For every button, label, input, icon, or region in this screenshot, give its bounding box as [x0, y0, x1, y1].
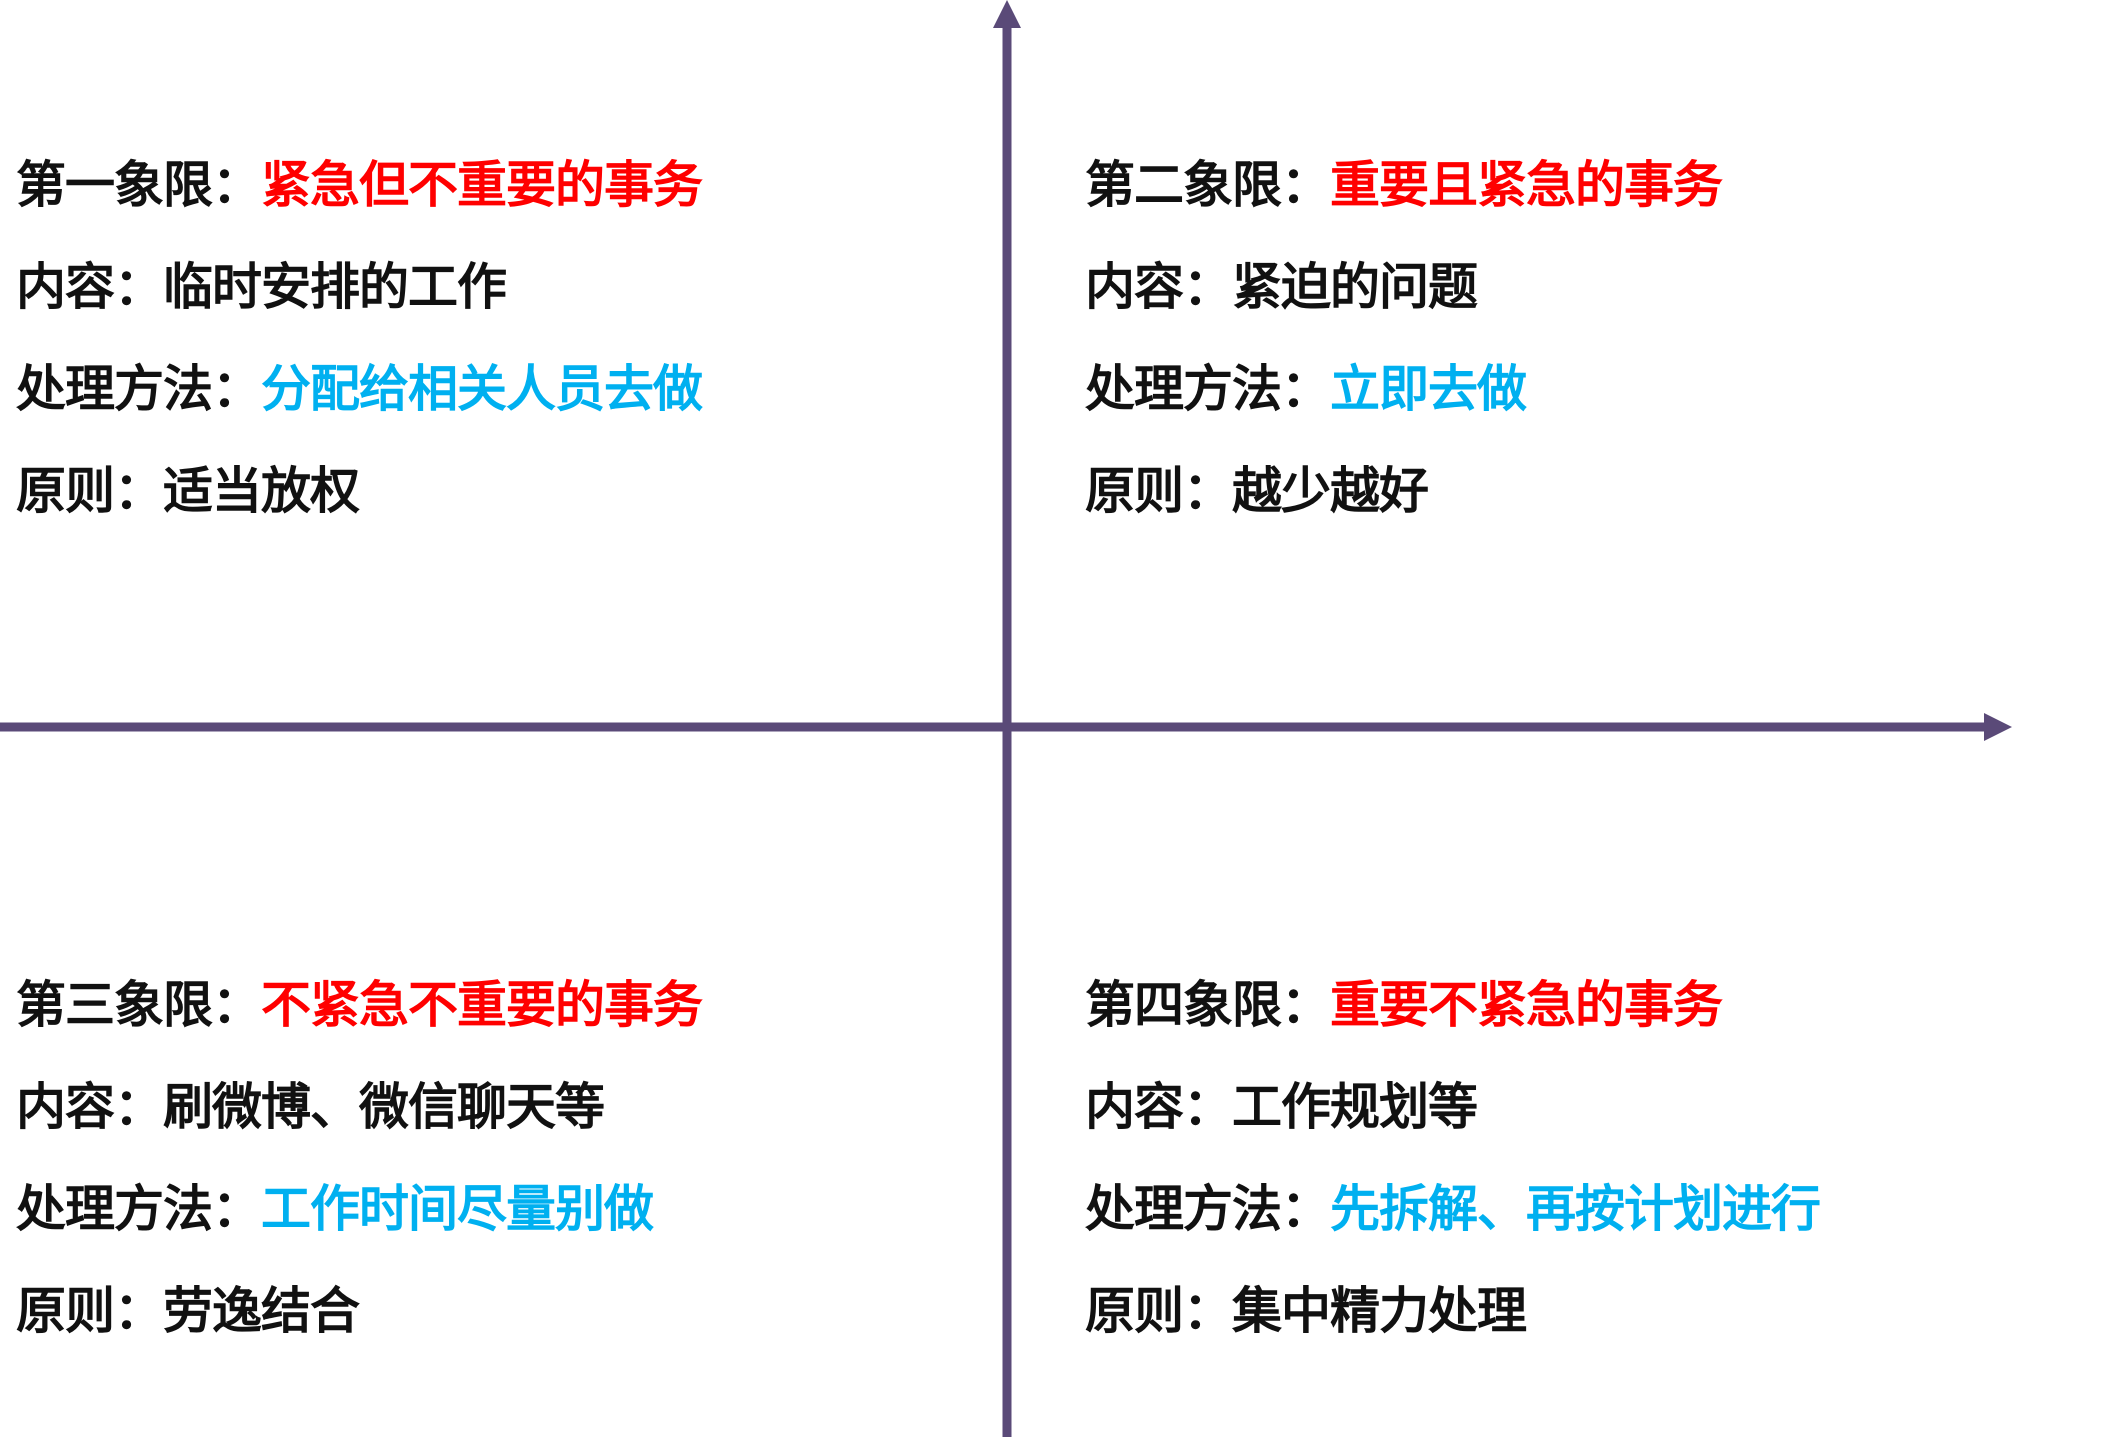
quadrant-three: 第三象限：不紧急不重要的事务 内容：刷微博、微信聊天等 处理方法：工作时间尽量别…: [16, 970, 966, 1378]
principle-value: 越少越好: [1232, 462, 1429, 520]
quadrant-method: 处理方法：工作时间尽量别做: [16, 1174, 966, 1276]
quadrant-title: 第一象限：紧急但不重要的事务: [16, 150, 966, 252]
principle-value: 集中精力处理: [1232, 1282, 1527, 1340]
horizontal-axis-arrowhead: [1984, 713, 2012, 741]
quadrant-principle: 原则：集中精力处理: [1085, 1276, 2035, 1378]
content-label: 内容：: [16, 258, 164, 316]
method-label: 处理方法：: [16, 360, 262, 418]
method-value: 工作时间尽量别做: [261, 1180, 654, 1238]
quadrant-method: 处理方法：先拆解、再按计划进行: [1085, 1174, 2035, 1276]
quadrant-four: 第四象限：重要不紧急的事务 内容：工作规划等 处理方法：先拆解、再按计划进行 原…: [1085, 970, 2035, 1378]
method-label: 处理方法：: [1085, 360, 1331, 418]
content-label: 内容：: [16, 1078, 164, 1136]
quadrant-title-value: 重要且紧急的事务: [1330, 156, 1723, 214]
quadrant-one: 第一象限：紧急但不重要的事务 内容：临时安排的工作 处理方法：分配给相关人员去做…: [16, 150, 966, 558]
quadrant-method: 处理方法：分配给相关人员去做: [16, 354, 966, 456]
method-value: 分配给相关人员去做: [261, 360, 703, 418]
content-label: 内容：: [1085, 1078, 1233, 1136]
principle-value: 劳逸结合: [163, 1282, 360, 1340]
quadrant-two: 第二象限：重要且紧急的事务 内容：紧迫的问题 处理方法：立即去做 原则：越少越好: [1085, 150, 2035, 558]
content-value: 紧迫的问题: [1232, 258, 1478, 316]
quadrant-content: 内容：工作规划等: [1085, 1072, 2035, 1174]
quadrant-title-value: 紧急但不重要的事务: [261, 156, 703, 214]
quadrant-title-value: 不紧急不重要的事务: [261, 976, 703, 1034]
content-label: 内容：: [1085, 258, 1233, 316]
quadrant-content: 内容：临时安排的工作: [16, 252, 966, 354]
quadrant-title: 第三象限：不紧急不重要的事务: [16, 970, 966, 1072]
quadrant-title: 第四象限：重要不紧急的事务: [1085, 970, 2035, 1072]
quadrant-content: 内容：紧迫的问题: [1085, 252, 2035, 354]
quadrant-title: 第二象限：重要且紧急的事务: [1085, 150, 2035, 252]
quadrant-content: 内容：刷微博、微信聊天等: [16, 1072, 966, 1174]
content-value: 工作规划等: [1232, 1078, 1478, 1136]
method-label: 处理方法：: [1085, 1180, 1331, 1238]
principle-label: 原则：: [1085, 462, 1233, 520]
method-label: 处理方法：: [16, 1180, 262, 1238]
quadrant-method: 处理方法：立即去做: [1085, 354, 2035, 456]
method-value: 立即去做: [1330, 360, 1527, 418]
principle-label: 原则：: [16, 1282, 164, 1340]
content-value: 临时安排的工作: [163, 258, 507, 316]
quadrant-title-label: 第三象限：: [16, 976, 262, 1034]
principle-label: 原则：: [16, 462, 164, 520]
quadrant-title-value: 重要不紧急的事务: [1330, 976, 1723, 1034]
method-value: 先拆解、再按计划进行: [1330, 1180, 1821, 1238]
quadrant-principle: 原则：劳逸结合: [16, 1276, 966, 1378]
principle-label: 原则：: [1085, 1282, 1233, 1340]
vertical-axis-arrowhead: [993, 0, 1021, 28]
quadrant-principle: 原则：适当放权: [16, 456, 966, 558]
content-value: 刷微博、微信聊天等: [163, 1078, 605, 1136]
principle-value: 适当放权: [163, 462, 360, 520]
quadrant-title-label: 第一象限：: [16, 156, 262, 214]
quadrant-title-label: 第二象限：: [1085, 156, 1331, 214]
quadrant-title-label: 第四象限：: [1085, 976, 1331, 1034]
quadrant-principle: 原则：越少越好: [1085, 456, 2035, 558]
